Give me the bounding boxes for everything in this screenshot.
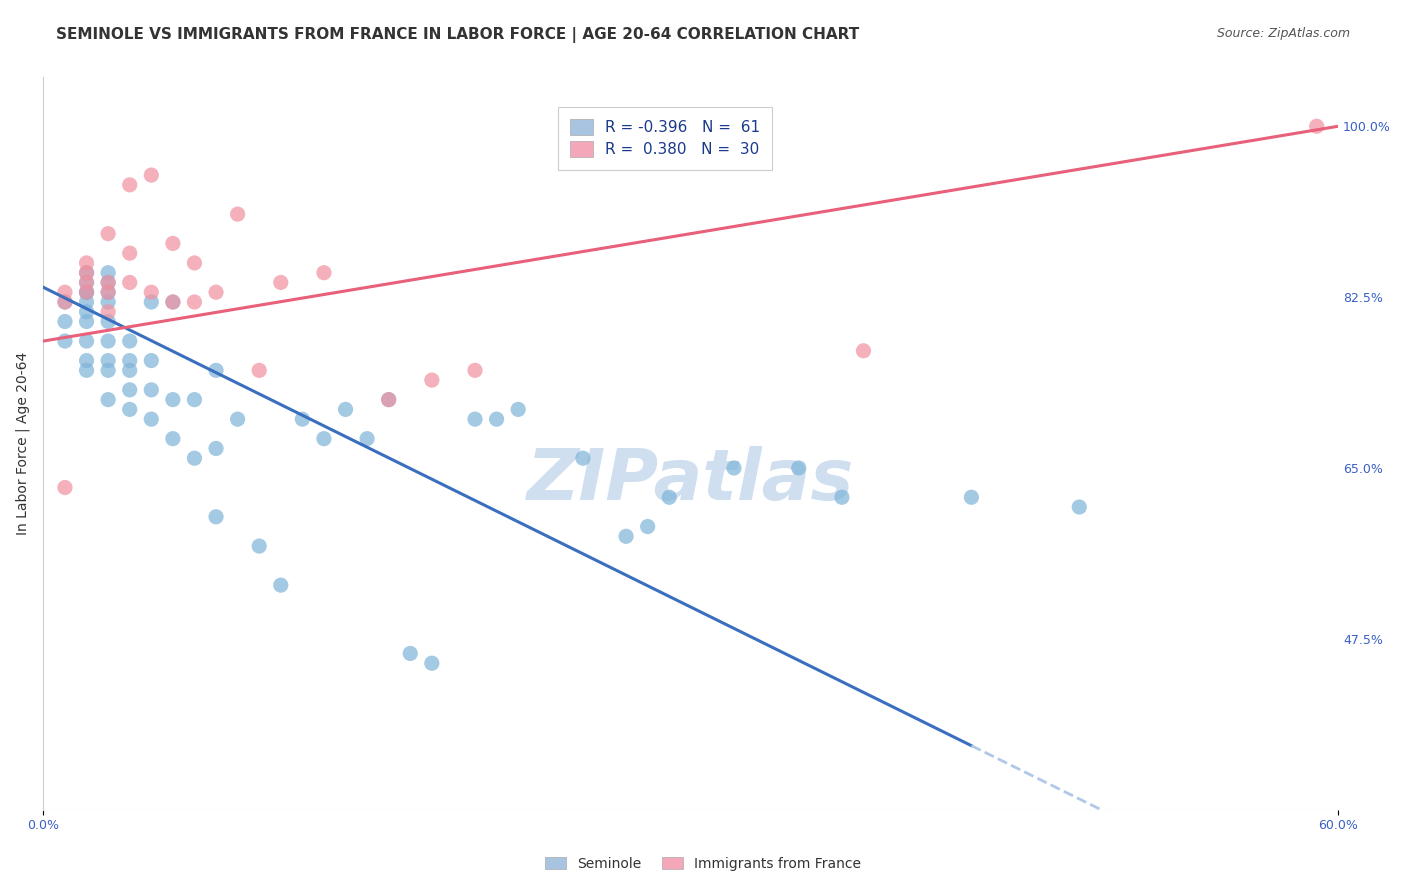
- Point: [270, 578, 292, 592]
- Point: [508, 402, 530, 417]
- Point: [76, 266, 98, 280]
- Point: [53, 295, 76, 310]
- Point: [97, 363, 120, 377]
- Point: [162, 432, 184, 446]
- Point: [226, 412, 249, 426]
- Point: [97, 276, 120, 290]
- Text: SEMINOLE VS IMMIGRANTS FROM FRANCE IN LABOR FORCE | AGE 20-64 CORRELATION CHART: SEMINOLE VS IMMIGRANTS FROM FRANCE IN LA…: [56, 27, 859, 43]
- Point: [118, 178, 141, 192]
- Point: [97, 266, 120, 280]
- Point: [76, 276, 98, 290]
- Point: [162, 295, 184, 310]
- Point: [97, 295, 120, 310]
- Point: [723, 461, 745, 475]
- Point: [97, 392, 120, 407]
- Point: [97, 227, 120, 241]
- Point: [97, 353, 120, 368]
- Point: [53, 285, 76, 300]
- Point: [76, 363, 98, 377]
- Point: [291, 412, 314, 426]
- Point: [76, 256, 98, 270]
- Point: [97, 314, 120, 328]
- Legend: R = -0.396   N =  61, R =  0.380   N =  30: R = -0.396 N = 61, R = 0.380 N = 30: [558, 107, 772, 169]
- Point: [205, 509, 228, 524]
- Point: [464, 363, 486, 377]
- Point: [141, 168, 163, 182]
- Point: [53, 334, 76, 348]
- Point: [377, 392, 399, 407]
- Point: [312, 266, 335, 280]
- Point: [399, 647, 422, 661]
- Point: [76, 334, 98, 348]
- Point: [658, 490, 681, 504]
- Point: [205, 285, 228, 300]
- Point: [205, 442, 228, 456]
- Point: [76, 314, 98, 328]
- Point: [247, 539, 270, 553]
- Point: [53, 481, 76, 495]
- Point: [183, 295, 205, 310]
- Point: [141, 285, 163, 300]
- Point: [53, 314, 76, 328]
- Legend: Seminole, Immigrants from France: Seminole, Immigrants from France: [540, 851, 866, 876]
- Point: [97, 285, 120, 300]
- Point: [76, 276, 98, 290]
- Point: [614, 529, 637, 543]
- Point: [247, 363, 270, 377]
- Point: [787, 461, 810, 475]
- Point: [183, 451, 205, 466]
- Point: [141, 353, 163, 368]
- Point: [270, 276, 292, 290]
- Point: [97, 276, 120, 290]
- Point: [1305, 120, 1327, 134]
- Point: [118, 276, 141, 290]
- Point: [76, 305, 98, 319]
- Point: [118, 246, 141, 260]
- Point: [118, 383, 141, 397]
- Y-axis label: In Labor Force | Age 20-64: In Labor Force | Age 20-64: [15, 352, 30, 535]
- Point: [1069, 500, 1091, 514]
- Point: [572, 451, 595, 466]
- Point: [141, 412, 163, 426]
- Point: [637, 519, 659, 533]
- Point: [118, 363, 141, 377]
- Point: [141, 295, 163, 310]
- Point: [97, 285, 120, 300]
- Point: [335, 402, 357, 417]
- Point: [118, 334, 141, 348]
- Point: [960, 490, 983, 504]
- Point: [141, 383, 163, 397]
- Point: [76, 285, 98, 300]
- Point: [183, 392, 205, 407]
- Point: [485, 412, 508, 426]
- Point: [76, 353, 98, 368]
- Point: [97, 305, 120, 319]
- Point: [76, 295, 98, 310]
- Point: [420, 373, 443, 387]
- Point: [312, 432, 335, 446]
- Point: [377, 392, 399, 407]
- Point: [162, 236, 184, 251]
- Point: [162, 392, 184, 407]
- Point: [356, 432, 378, 446]
- Point: [205, 363, 228, 377]
- Point: [420, 657, 443, 671]
- Point: [118, 402, 141, 417]
- Point: [76, 285, 98, 300]
- Point: [76, 285, 98, 300]
- Point: [162, 295, 184, 310]
- Point: [852, 343, 875, 358]
- Point: [53, 295, 76, 310]
- Point: [831, 490, 853, 504]
- Point: [97, 334, 120, 348]
- Text: ZIPatlas: ZIPatlas: [527, 446, 855, 515]
- Point: [118, 353, 141, 368]
- Point: [464, 412, 486, 426]
- Point: [183, 256, 205, 270]
- Point: [76, 266, 98, 280]
- Point: [226, 207, 249, 221]
- Text: Source: ZipAtlas.com: Source: ZipAtlas.com: [1216, 27, 1350, 40]
